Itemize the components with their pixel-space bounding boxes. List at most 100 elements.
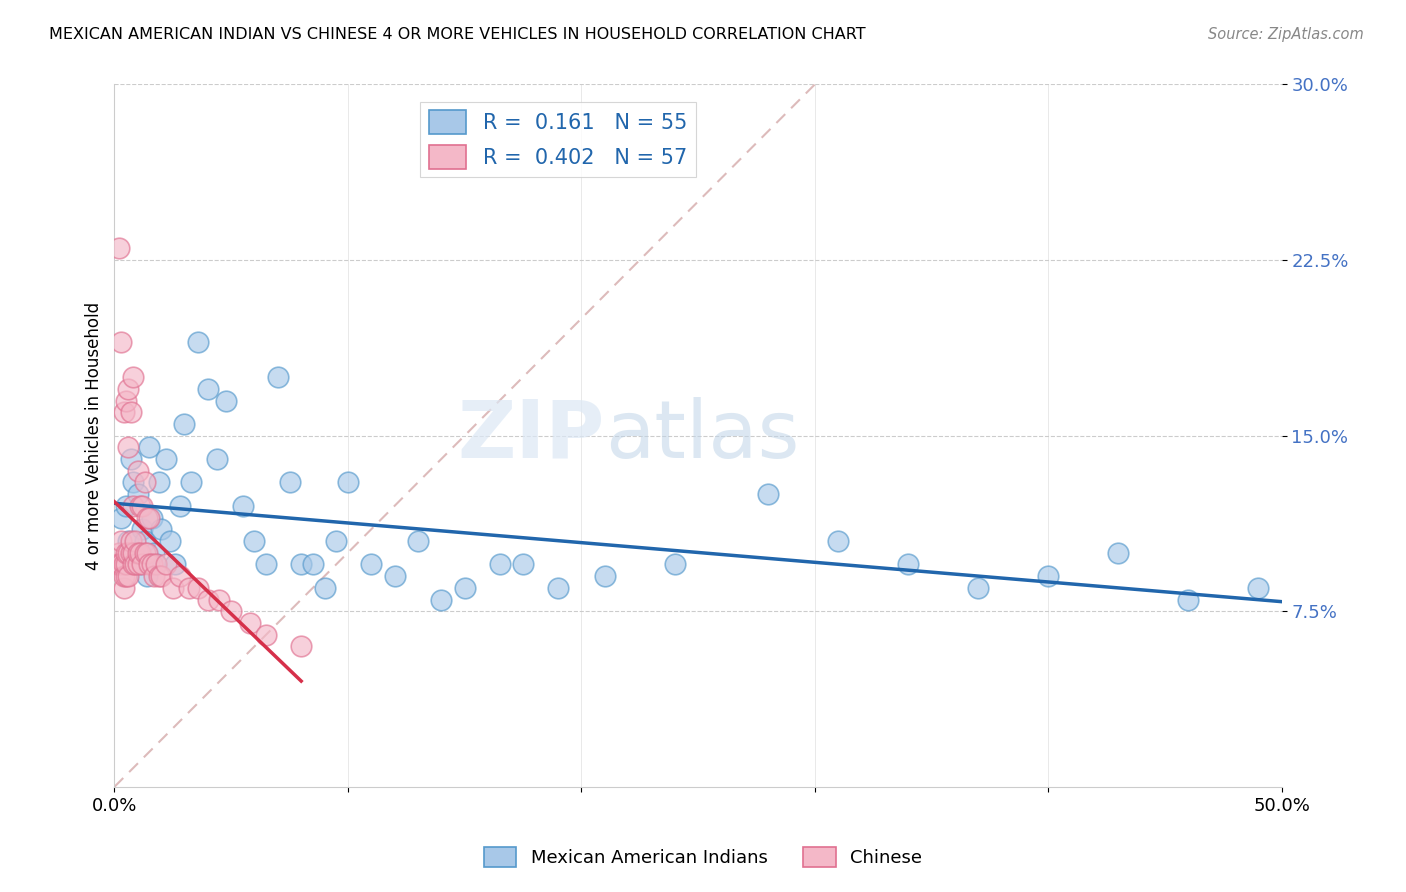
Point — [243, 534, 266, 549]
Point — [110, 534, 132, 549]
Point — [165, 558, 187, 572]
Point — [127, 464, 149, 478]
Point — [129, 546, 152, 560]
Point — [131, 558, 153, 572]
Point — [124, 534, 146, 549]
Point — [127, 558, 149, 572]
Point — [593, 569, 616, 583]
Point — [112, 581, 135, 595]
Point — [112, 405, 135, 419]
Point — [124, 546, 146, 560]
Point — [122, 499, 145, 513]
Point — [162, 581, 184, 595]
Point — [197, 382, 219, 396]
Point — [967, 581, 990, 595]
Point — [145, 558, 167, 572]
Point — [134, 546, 156, 560]
Point — [110, 510, 132, 524]
Point — [254, 558, 277, 572]
Point — [187, 581, 209, 595]
Point — [141, 510, 163, 524]
Point — [547, 581, 569, 595]
Point — [208, 592, 231, 607]
Point — [664, 558, 686, 572]
Point — [290, 640, 312, 654]
Point — [169, 569, 191, 583]
Point — [254, 627, 277, 641]
Point — [120, 546, 142, 560]
Point — [117, 546, 139, 560]
Point — [1107, 546, 1129, 560]
Legend: R =  0.161   N = 55, R =  0.402   N = 57: R = 0.161 N = 55, R = 0.402 N = 57 — [420, 102, 696, 178]
Point — [108, 241, 131, 255]
Point — [384, 569, 406, 583]
Point — [430, 592, 453, 607]
Point — [302, 558, 325, 572]
Point — [117, 441, 139, 455]
Point — [215, 393, 238, 408]
Point — [108, 558, 131, 572]
Point — [897, 558, 920, 572]
Point — [127, 487, 149, 501]
Point — [143, 546, 166, 560]
Text: ZIP: ZIP — [457, 397, 605, 475]
Point — [150, 522, 173, 536]
Point — [136, 546, 159, 560]
Point — [827, 534, 849, 549]
Point — [1247, 581, 1270, 595]
Point — [150, 569, 173, 583]
Point — [488, 558, 510, 572]
Point — [117, 534, 139, 549]
Point — [360, 558, 382, 572]
Point — [134, 534, 156, 549]
Point — [122, 370, 145, 384]
Point — [108, 546, 131, 560]
Point — [120, 534, 142, 549]
Point — [127, 546, 149, 560]
Text: MEXICAN AMERICAN INDIAN VS CHINESE 4 OR MORE VEHICLES IN HOUSEHOLD CORRELATION C: MEXICAN AMERICAN INDIAN VS CHINESE 4 OR … — [49, 27, 866, 42]
Point — [756, 487, 779, 501]
Y-axis label: 4 or more Vehicles in Household: 4 or more Vehicles in Household — [86, 301, 103, 570]
Point — [314, 581, 336, 595]
Point — [129, 558, 152, 572]
Point — [136, 510, 159, 524]
Point — [187, 334, 209, 349]
Point — [138, 510, 160, 524]
Point — [129, 499, 152, 513]
Point — [122, 558, 145, 572]
Point — [143, 569, 166, 583]
Point — [267, 370, 290, 384]
Point — [219, 604, 242, 618]
Point — [105, 558, 128, 572]
Point — [159, 534, 181, 549]
Point — [115, 393, 138, 408]
Point — [120, 452, 142, 467]
Point — [325, 534, 347, 549]
Point — [115, 499, 138, 513]
Point — [117, 569, 139, 583]
Point — [110, 558, 132, 572]
Point — [131, 522, 153, 536]
Point — [145, 558, 167, 572]
Point — [124, 558, 146, 572]
Point — [115, 569, 138, 583]
Point — [155, 452, 177, 467]
Point — [120, 405, 142, 419]
Point — [141, 558, 163, 572]
Point — [173, 417, 195, 431]
Point — [148, 475, 170, 490]
Point — [512, 558, 534, 572]
Point — [122, 475, 145, 490]
Point — [155, 558, 177, 572]
Legend: Mexican American Indians, Chinese: Mexican American Indians, Chinese — [477, 839, 929, 874]
Point — [122, 546, 145, 560]
Point — [112, 569, 135, 583]
Point — [336, 475, 359, 490]
Point — [115, 546, 138, 560]
Point — [290, 558, 312, 572]
Point — [197, 592, 219, 607]
Point — [138, 441, 160, 455]
Point — [131, 499, 153, 513]
Point — [112, 558, 135, 572]
Point — [169, 499, 191, 513]
